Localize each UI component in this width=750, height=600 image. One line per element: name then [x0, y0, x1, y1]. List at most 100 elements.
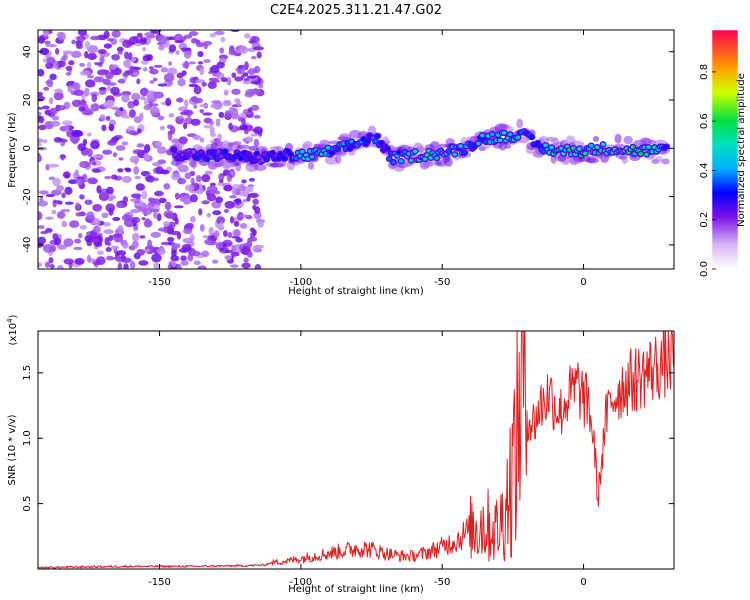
- snr-y-tick-label: 1.5: [22, 365, 33, 381]
- noise-cell: [99, 55, 105, 65]
- noise-cell: [152, 77, 158, 82]
- noise-cell: [195, 175, 202, 183]
- trace-cell: [600, 142, 606, 147]
- noise-cell: [248, 185, 254, 193]
- snr-frame: [37, 330, 675, 570]
- noise-cell: [258, 84, 264, 89]
- noise-cell: [86, 75, 94, 79]
- noise-cell: [201, 250, 210, 258]
- noise-cell: [168, 61, 173, 66]
- noise-cell: [224, 200, 236, 209]
- noise-cell: [185, 222, 194, 229]
- noise-cell: [183, 227, 193, 235]
- noise-cell: [97, 49, 107, 55]
- halo-cell: [444, 157, 453, 167]
- noise-cell: [223, 89, 229, 96]
- noise-cell: [116, 46, 124, 53]
- noise-cell: [68, 60, 75, 66]
- heatmap-x-tick-label: -50: [434, 277, 450, 288]
- noise-cell: [249, 227, 255, 233]
- colorbar-tick-label: 0.6: [699, 113, 710, 129]
- noise-cell: [257, 221, 264, 228]
- halo-cell: [504, 144, 512, 149]
- noise-cell: [38, 95, 46, 102]
- noise-cell: [38, 124, 47, 131]
- noise-cell: [61, 192, 66, 199]
- noise-cell: [149, 80, 155, 84]
- noise-cell: [231, 88, 241, 95]
- noise-cell: [189, 233, 195, 242]
- noise-cell: [51, 209, 57, 215]
- noise-cell: [136, 78, 141, 85]
- noise-cell: [203, 124, 214, 129]
- noise-cell: [107, 38, 114, 42]
- noise-cell: [122, 39, 133, 48]
- noise-cell: [123, 59, 131, 68]
- noise-cell: [87, 177, 98, 185]
- noise-cell: [176, 263, 182, 269]
- noise-cell: [199, 67, 205, 76]
- noise-cell: [139, 235, 146, 239]
- noise-cell: [136, 32, 143, 38]
- noise-cell: [245, 136, 253, 142]
- noise-cell: [96, 250, 104, 256]
- trace-cell: [434, 156, 440, 160]
- noise-cell: [142, 47, 147, 52]
- noise-cell: [54, 88, 64, 94]
- noise-cell: [239, 223, 248, 229]
- noise-cell: [231, 72, 237, 78]
- noise-cell: [167, 213, 175, 219]
- noise-cell: [46, 56, 56, 64]
- snr-y-label: SNR (10 * v/v): [7, 414, 18, 485]
- noise-cell: [101, 124, 107, 132]
- trace-cell: [270, 151, 275, 155]
- noise-cell: [52, 200, 63, 204]
- noise-cell: [38, 225, 45, 229]
- noise-cell: [111, 53, 121, 61]
- noise-cell: [142, 55, 152, 62]
- noise-cell: [39, 196, 44, 203]
- noise-cell: [92, 154, 104, 158]
- noise-cell: [229, 195, 237, 199]
- noise-cell: [159, 125, 165, 131]
- noise-cell: [133, 166, 140, 175]
- halo-cell: [176, 143, 185, 148]
- noise-cell: [108, 123, 115, 132]
- noise-cell: [51, 115, 60, 121]
- noise-cell: [84, 50, 89, 59]
- trace-cell: [424, 153, 430, 157]
- noise-cell: [46, 78, 54, 88]
- noise-cell: [111, 245, 120, 250]
- noise-cell: [219, 247, 225, 252]
- noise-cell: [43, 30, 49, 37]
- noise-cell: [136, 143, 145, 148]
- trace-cell: [288, 152, 293, 156]
- trace-cell: [191, 149, 196, 154]
- noise-cell: [117, 225, 124, 234]
- noise-cell: [84, 199, 93, 205]
- noise-cell: [210, 103, 218, 109]
- noise-cell: [224, 255, 233, 261]
- noise-cell: [42, 244, 53, 248]
- noise-cell: [180, 255, 187, 262]
- noise-cell: [212, 210, 222, 216]
- noise-cell: [111, 30, 121, 38]
- trace-cell: [399, 159, 404, 163]
- noise-cell: [113, 234, 124, 243]
- noise-cell: [150, 231, 161, 238]
- noise-cell: [131, 240, 139, 249]
- noise-cell: [233, 221, 240, 227]
- noise-cell: [127, 52, 133, 61]
- noise-cell: [237, 65, 244, 69]
- trace-cell: [222, 149, 228, 154]
- noise-cell: [108, 235, 114, 242]
- noise-cell: [77, 30, 88, 36]
- noise-cell: [254, 264, 262, 269]
- trace-cell: [408, 158, 414, 163]
- noise-cell: [233, 229, 240, 237]
- noise-cell: [145, 175, 156, 183]
- trace-cell: [638, 152, 643, 156]
- noise-cell: [121, 257, 132, 263]
- trace-cell: [252, 159, 258, 163]
